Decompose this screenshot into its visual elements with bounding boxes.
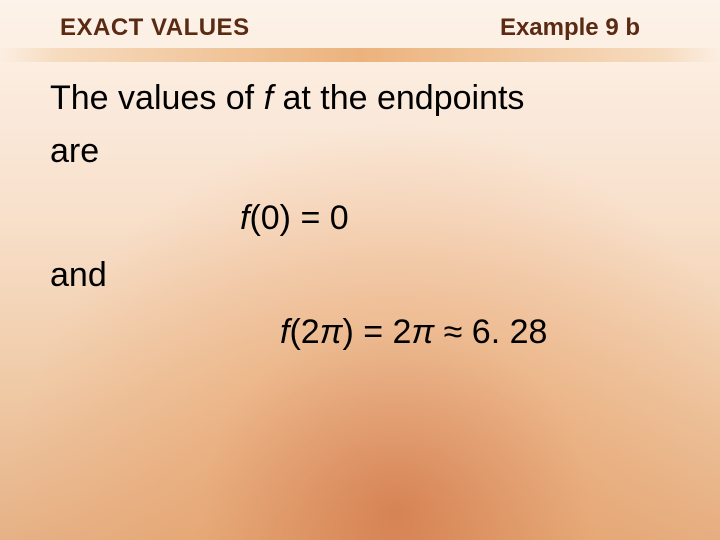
title-left: EXACT VALUES [60, 14, 250, 42]
equation-2: f(2π) = 2π ≈ 6. 28 [50, 313, 670, 352]
slide-content: The values of f at the endpoints are f(0… [0, 62, 720, 352]
eq2-tail: ≈ 6. 28 [434, 313, 547, 351]
intro-line-1: The values of f at the endpoints [50, 72, 670, 125]
eq2-pi2: π [411, 313, 434, 351]
eq2-open: (2 [289, 313, 319, 351]
slide-header: EXACT VALUES Example 9 b [0, 0, 720, 42]
equation-1: f(0) = 0 [50, 199, 670, 238]
eq1-rest: (0) = 0 [249, 199, 348, 237]
intro-part2: at the endpoints [273, 79, 524, 117]
eq2-mid: ) = 2 [342, 313, 411, 351]
intro-part1: The values of [50, 79, 264, 117]
title-right: Example 9 b [500, 14, 660, 42]
slide: EXACT VALUES Example 9 b The values of f… [0, 0, 720, 540]
intro-f: f [264, 79, 273, 117]
and-line: and [50, 256, 670, 295]
intro-line-2: are [50, 125, 670, 178]
eq2-pi1: π [320, 313, 343, 351]
header-divider [0, 48, 720, 62]
